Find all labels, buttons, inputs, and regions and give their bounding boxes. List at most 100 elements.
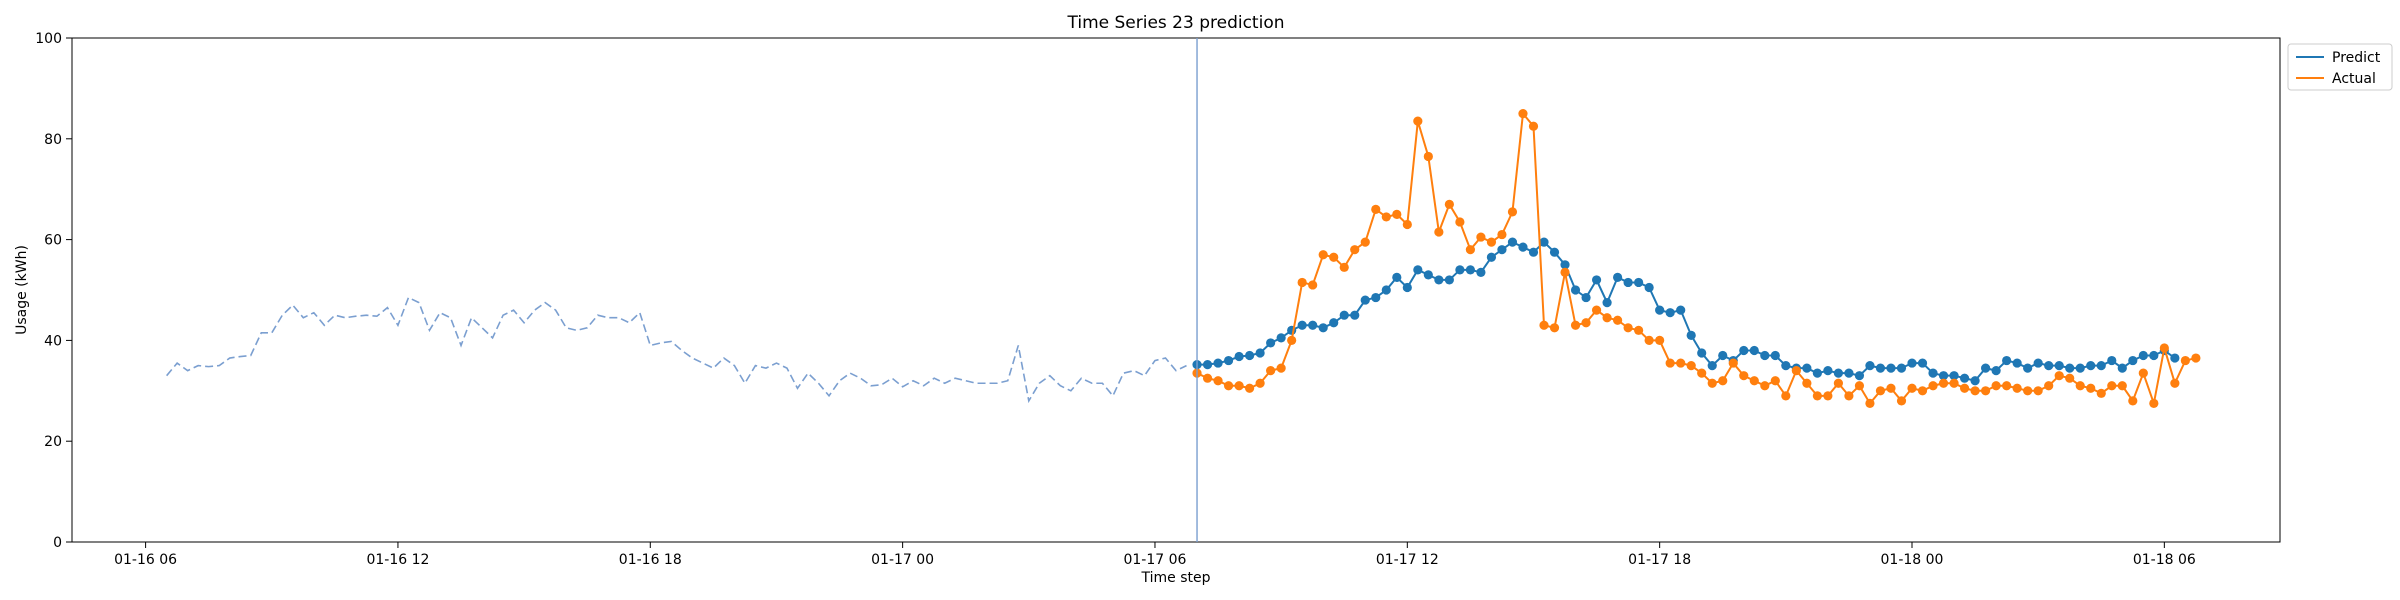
x-tick-label-3: 01-17 00 [871,552,934,568]
point-predict-36 [1570,285,1581,295]
point-actual-72 [1949,378,1959,388]
point-predict-68 [1907,358,1917,368]
point-actual-63 [1854,381,1865,391]
point-actual-15 [1350,245,1360,255]
point-predict-76 [1991,366,2001,376]
point-actual-36 [1570,320,1581,330]
point-predict-8 [1276,333,1286,343]
point-predict-86 [2096,361,2106,371]
point-predict-35 [1560,260,1570,270]
y-tick-label-80: 80 [44,132,62,148]
point-actual-26 [1465,245,1475,255]
point-actual-76 [1991,381,2001,391]
point-actual-86 [2096,388,2106,398]
point-predict-42 [1634,277,1644,288]
y-axis-label: Usage (kWh) [14,245,30,335]
point-predict-61 [1833,368,1843,378]
chart-title: Time Series 23 prediction [1066,13,1284,33]
x-tick-label-2: 01-16 18 [619,552,682,568]
point-actual-50 [1718,376,1728,386]
point-actual-48 [1697,368,1707,378]
point-predict-62 [1844,368,1854,378]
point-predict-16 [1360,295,1370,305]
point-predict-88 [2117,363,2127,373]
y-axis: 0 20 40 60 80 100 [35,31,72,551]
point-predict-11 [1308,320,1318,330]
point-predict-13 [1329,318,1339,328]
point-actual-12 [1318,250,1328,260]
point-predict-32 [1528,247,1539,257]
point-actual-57 [1791,366,1801,376]
point-actual-78 [2012,383,2022,393]
point-actual-24 [1444,199,1454,209]
point-actual-22 [1423,151,1433,162]
point-predict-43 [1644,282,1654,293]
point-predict-74 [1970,376,1980,386]
point-actual-51 [1728,358,1738,368]
point-actual-40 [1613,315,1623,325]
point-actual-1 [1202,373,1213,383]
point-predict-75 [1981,363,1991,373]
point-actual-23 [1434,227,1444,237]
point-actual-75 [1981,386,1991,396]
point-predict-18 [1381,285,1391,295]
y-tick-label-100: 100 [35,31,62,47]
point-actual-16 [1360,237,1370,247]
point-actual-90 [2138,368,2148,378]
point-actual-68 [1907,383,1917,393]
point-actual-56 [1781,391,1791,401]
point-predict-72 [1949,371,1959,381]
point-predict-52 [1739,345,1749,356]
y-tick-label-0: 0 [53,535,62,551]
point-actual-9 [1287,335,1297,345]
line-predict [1197,240,2176,382]
point-predict-66 [1886,363,1896,373]
point-predict-47 [1686,330,1696,340]
point-predict-81 [2044,361,2054,371]
point-predict-33 [1539,237,1549,247]
legend: Predict Actual [2287,43,2393,91]
point-predict-6 [1255,348,1265,358]
point-actual-6 [1255,378,1265,388]
point-actual-2 [1213,376,1223,386]
point-actual-35 [1560,267,1570,277]
point-actual-38 [1591,305,1602,315]
point-predict-30 [1507,237,1518,247]
point-actual-13 [1329,252,1339,262]
point-actual-73 [1959,383,1970,393]
point-predict-23 [1434,275,1444,285]
point-predict-89 [2128,355,2138,366]
point-predict-4 [1234,351,1244,362]
point-predict-12 [1318,323,1328,333]
point-actual-44 [1655,335,1665,345]
point-actual-42 [1634,325,1644,335]
point-predict-73 [1959,373,1970,383]
point-actual-65 [1875,386,1886,396]
plot-frame [71,37,2281,543]
legend-label-actual: Actual [2332,71,2376,87]
point-actual-5 [1245,383,1255,393]
point-actual-58 [1802,378,1812,388]
point-predict-29 [1497,245,1507,255]
point-actual-18 [1381,212,1391,222]
point-predict-15 [1350,310,1360,320]
point-predict-64 [1865,361,1875,371]
point-actual-83 [2065,373,2075,383]
point-actual-28 [1486,237,1497,247]
point-predict-53 [1749,345,1759,356]
point-actual-27 [1476,232,1486,242]
point-actual-66 [1886,383,1896,393]
point-predict-85 [2086,361,2096,371]
point-predict-5 [1245,350,1255,361]
point-actual-87 [2107,381,2117,391]
point-actual-25 [1455,217,1465,227]
point-actual-30 [1507,207,1518,217]
point-actual-10 [1297,277,1307,288]
x-tick-label-0: 01-16 06 [114,552,177,568]
point-actual-85 [2086,383,2096,393]
point-predict-83 [2065,363,2075,373]
point-predict-7 [1266,338,1276,348]
line-history [166,296,1187,404]
point-actual-43 [1644,335,1654,345]
point-predict-87 [2107,355,2117,366]
